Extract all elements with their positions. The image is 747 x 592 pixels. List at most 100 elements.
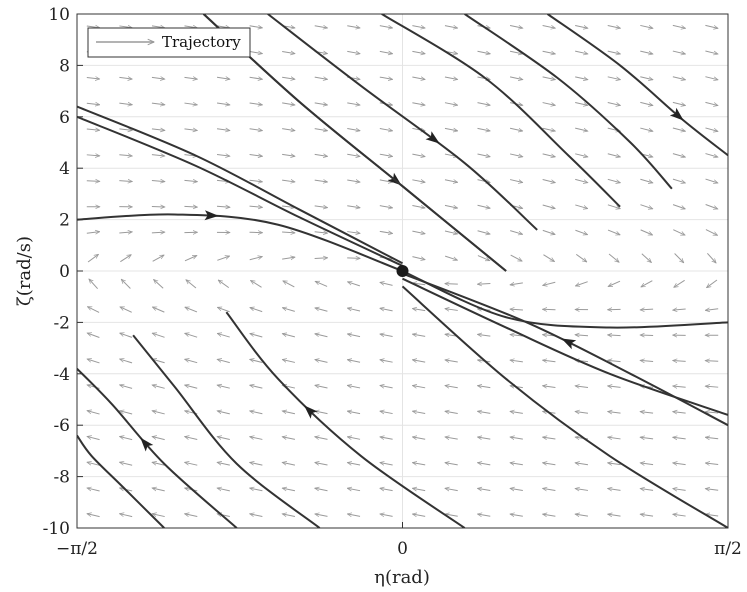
vector-field-arrow [185, 462, 198, 466]
vector-field-arrow [542, 26, 556, 29]
trajectory-line [402, 272, 728, 427]
vector-field-arrow [380, 437, 393, 439]
vector-field-arrow [509, 77, 523, 80]
y-tick-label: 8 [59, 56, 70, 76]
vector-field-arrow [119, 26, 132, 28]
vector-field-arrow [152, 514, 165, 518]
vector-field-arrow [154, 279, 164, 289]
vector-field-arrow [87, 411, 100, 415]
vector-field-arrow [608, 463, 621, 465]
vector-field-arrow [152, 488, 165, 492]
vector-field-arrow [575, 253, 587, 262]
vector-field-arrow [119, 103, 132, 105]
vector-field-arrow [87, 488, 100, 492]
vector-field-arrow [347, 232, 360, 234]
vector-field-arrow [87, 462, 100, 466]
vector-field-arrow [477, 411, 491, 413]
x-tick-label: 0 [397, 539, 408, 559]
trajectories [77, 14, 728, 528]
vector-field-arrow [607, 204, 620, 209]
vector-field-arrow [120, 462, 133, 466]
vector-field-arrow [640, 204, 652, 209]
vector-field-arrow [412, 256, 425, 260]
vector-field-arrow [347, 308, 361, 312]
trajectory-line [77, 367, 238, 528]
vector-field-arrow [185, 437, 198, 441]
vector-field-arrow [249, 232, 263, 233]
vector-field-arrow [250, 385, 263, 389]
vector-field-arrow [542, 127, 556, 131]
vector-field-arrow [249, 103, 263, 105]
vector-field-arrow [412, 77, 425, 79]
vector-field-arrow [673, 489, 686, 491]
vector-field-arrow [477, 153, 491, 157]
vector-field-arrow [445, 284, 458, 285]
vector-field-arrow [640, 437, 654, 439]
vector-field-arrow [152, 462, 165, 466]
vector-field-arrow [379, 51, 393, 53]
vector-field-arrow [315, 360, 328, 363]
vector-field-arrow [380, 514, 393, 516]
vector-field-arrow [412, 103, 425, 105]
vector-field-arrow [477, 103, 491, 106]
vector-field-arrow [510, 334, 523, 336]
vector-field-arrow [477, 334, 491, 336]
vector-field-arrow [86, 103, 100, 104]
vector-field-arrow [412, 411, 426, 413]
vector-field-arrow [86, 155, 100, 156]
vector-field-arrow [412, 180, 425, 182]
vector-field-arrow [184, 103, 197, 105]
vector-field-arrow [510, 514, 523, 516]
legend: Trajectory [87, 27, 251, 58]
y-tick-label: -2 [53, 313, 70, 333]
vector-field-arrow [575, 50, 588, 54]
vector-field-arrow [608, 360, 621, 361]
vector-field-arrow [249, 154, 263, 156]
vector-field-arrow [86, 129, 100, 130]
vector-field-arrow [640, 412, 654, 414]
vector-field-arrow [185, 359, 198, 364]
vector-field-arrow [640, 489, 654, 491]
vector-field-arrow [412, 51, 425, 53]
vector-field-arrow [510, 309, 523, 310]
vector-field-arrow [575, 229, 587, 234]
vector-field-arrow [380, 385, 393, 387]
vector-field-arrow [119, 129, 132, 130]
vector-field-arrow [217, 488, 230, 492]
vector-field-arrow [640, 76, 653, 80]
vector-field-arrow [542, 229, 555, 234]
vector-field-arrow [705, 101, 718, 105]
vector-field-arrow [86, 232, 100, 234]
vector-field-arrow [314, 258, 328, 259]
vector-field-arrow [120, 255, 131, 263]
vector-field-arrow [152, 437, 165, 441]
vector-field-arrow [218, 280, 230, 289]
vector-field-arrow [477, 128, 491, 131]
vector-field-arrow [216, 129, 230, 131]
trajectory-arrow [204, 210, 219, 221]
vector-field-arrow [282, 180, 295, 182]
vector-field-arrow [151, 232, 165, 233]
vector-field-arrow [705, 24, 718, 28]
vector-field-arrow [217, 385, 230, 389]
vector-field-arrow [249, 77, 263, 79]
vector-field-arrow [640, 360, 654, 361]
vector-field-arrow [87, 436, 100, 441]
vector-field-arrow [186, 280, 197, 289]
vector-field-arrow [379, 128, 393, 130]
vector-field-arrow [641, 280, 653, 288]
vector-field-arrow [445, 411, 458, 413]
vector-field-arrow [120, 385, 133, 389]
vector-field-arrow [444, 26, 458, 28]
vector-field-arrow [217, 359, 230, 364]
vector-field-arrow [509, 26, 523, 29]
vector-field-arrow [185, 385, 198, 389]
vector-field-arrow [314, 232, 328, 233]
y-tick-label: 4 [59, 159, 70, 179]
vector-field-arrow [250, 334, 263, 338]
vector-field-arrow [379, 77, 393, 79]
x-axis-label: η(rad) [374, 567, 430, 588]
vector-field-arrow [672, 76, 686, 80]
vector-field-arrow [249, 129, 263, 131]
